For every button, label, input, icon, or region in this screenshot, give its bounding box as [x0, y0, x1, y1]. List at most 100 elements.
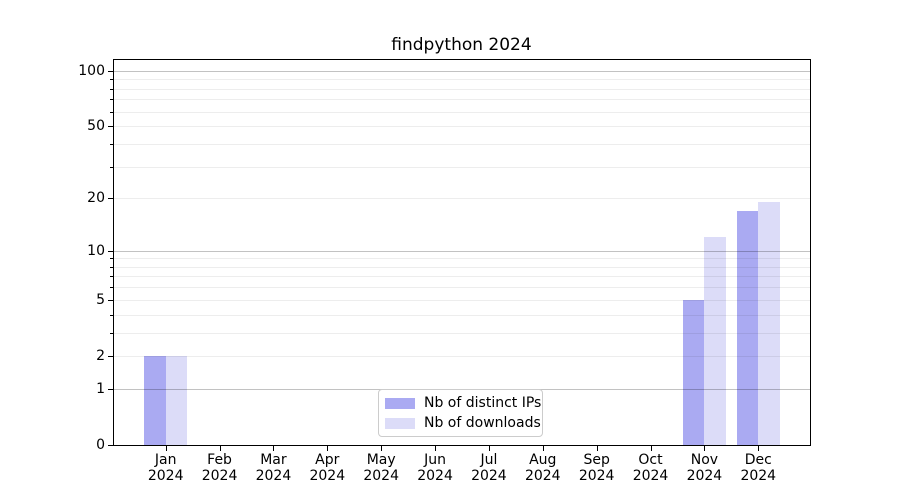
y-tick-0: [108, 445, 113, 446]
x-tick-year-may: 2024: [363, 468, 399, 484]
y-minortick-7: [110, 276, 113, 278]
x-tick-oct: [650, 446, 652, 451]
x-tick-sep: [596, 446, 598, 451]
gridline-minor-4: [114, 314, 810, 316]
gridline-minor-5: [114, 299, 810, 301]
left-spine: [113, 59, 114, 446]
x-tick-label-apr: Apr 2024: [300, 452, 354, 484]
x-tick-mar: [273, 446, 275, 451]
y-tick-label-0: 0: [96, 437, 105, 453]
y-tick-1: [108, 388, 113, 390]
gridline-minor-6: [114, 287, 810, 289]
gridline-minor-50: [114, 126, 810, 128]
legend-label-downloads: Nb of downloads: [424, 414, 541, 431]
x-tick-aug: [542, 446, 544, 451]
x-tick-year-dec: 2024: [740, 468, 777, 484]
y-minortick-80: [110, 88, 113, 90]
y-tick-100: [108, 70, 113, 72]
y-minortick-70: [110, 99, 113, 101]
gridline-minor-7: [114, 276, 810, 278]
x-tick-jun: [435, 446, 437, 451]
y-minortick-8: [110, 266, 113, 268]
bar-jan-downloads: [165, 355, 188, 445]
x-tick-year-mar: 2024: [255, 468, 292, 484]
x-tick-year-apr: 2024: [309, 468, 346, 484]
legend: Nb of distinct IPs Nb of downloads: [378, 389, 543, 437]
gridline-minor-30: [114, 166, 810, 168]
y-minortick-9: [110, 258, 113, 260]
y-tick-label-20: 20: [87, 190, 105, 207]
x-tick-label-oct: Oct 2024: [624, 452, 678, 484]
x-tick-label-jun: Jun 2024: [408, 452, 462, 484]
x-tick-label-nov: Nov 2024: [677, 452, 731, 484]
top-spine: [113, 59, 811, 60]
y-minortick-60: [110, 111, 113, 113]
y-minortick-50: [110, 126, 113, 128]
gridline-minor-9: [114, 258, 810, 260]
y-minortick-40: [110, 143, 113, 145]
x-tick-year-nov: 2024: [686, 468, 723, 484]
y-tick-10: [108, 250, 113, 252]
gridline-major-100: [114, 70, 810, 72]
x-tick-jan: [165, 446, 167, 451]
x-tick-year-aug: 2024: [524, 468, 561, 484]
x-tick-year-jul: 2024: [471, 468, 507, 484]
y-minortick-30: [110, 166, 113, 168]
chart-title: findpython 2024: [391, 35, 532, 55]
y-tick-label-100: 100: [78, 62, 105, 79]
legend-item-distinct-ips: Nb of distinct IPs: [385, 395, 542, 412]
y-minortick-20: [110, 198, 113, 200]
x-tick-may: [381, 446, 383, 451]
gridline-minor-80: [114, 88, 810, 90]
x-tick-year-jan: 2024: [147, 468, 184, 484]
bar-nov-distinct-ips: [682, 299, 705, 445]
y-minortick-3: [110, 332, 113, 334]
gridline-major-10: [114, 250, 810, 252]
x-tick-label-aug: Aug 2024: [516, 452, 570, 484]
x-tick-year-feb: 2024: [201, 468, 238, 484]
x-tick-feb: [219, 446, 221, 451]
right-spine: [810, 59, 811, 446]
x-tick-year-oct: 2024: [632, 468, 669, 484]
legend-label-distinct-ips: Nb of distinct IPs: [424, 394, 542, 411]
gridline-minor-40: [114, 143, 810, 145]
y-tick-label-10: 10: [87, 242, 105, 259]
gridline-minor-70: [114, 99, 810, 101]
gridline-minor-60: [114, 111, 810, 113]
y-minortick-6: [110, 287, 113, 289]
gridline-minor-90: [114, 79, 810, 81]
x-tick-year-sep: 2024: [578, 468, 615, 484]
gridline-minor-8: [114, 266, 810, 268]
y-tick-label-50: 50: [87, 118, 105, 135]
x-tick-year-jun: 2024: [417, 468, 453, 484]
x-tick-label-dec: Dec 2024: [731, 452, 785, 484]
bar-jan-distinct-ips: [144, 355, 166, 445]
bottom-spine: [113, 445, 811, 446]
x-tick-label-jan: Jan 2024: [139, 452, 193, 484]
x-tick-jul: [488, 446, 490, 451]
y-minortick-4: [110, 314, 113, 316]
x-tick-label-may: May 2024: [354, 452, 408, 484]
y-tick-label-2: 2: [96, 347, 105, 364]
gridline-minor-2: [114, 355, 810, 357]
bar-nov-downloads: [704, 237, 726, 445]
gridline-minor-20: [114, 198, 810, 200]
y-tick-label-5: 5: [96, 291, 105, 308]
bar-dec-distinct-ips: [736, 210, 759, 445]
x-tick-label-sep: Sep 2024: [570, 452, 624, 484]
legend-item-downloads: Nb of downloads: [385, 415, 542, 432]
y-minortick-90: [110, 79, 113, 81]
x-tick-label-mar: Mar 2024: [246, 452, 300, 484]
x-tick-label-feb: Feb 2024: [193, 452, 247, 484]
legend-swatch-downloads: [385, 417, 415, 429]
y-minortick-2: [110, 355, 113, 357]
y-minortick-5: [110, 299, 113, 301]
x-tick-dec: [758, 446, 760, 451]
gridline-minor-3: [114, 332, 810, 334]
x-tick-apr: [327, 446, 329, 451]
bar-dec-downloads: [758, 202, 780, 445]
legend-swatch-distinct-ips: [385, 397, 415, 409]
y-tick-label-1: 1: [96, 380, 105, 397]
x-tick-nov: [704, 446, 706, 451]
